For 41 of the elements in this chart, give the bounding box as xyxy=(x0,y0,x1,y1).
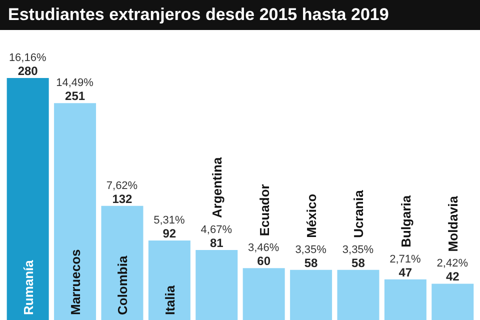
annotation: 5,31% xyxy=(154,214,186,226)
data-label: 58 xyxy=(352,256,366,270)
annotation: 3,35% xyxy=(342,244,374,256)
annotation: 3,35% xyxy=(295,244,327,256)
data-label: 280 xyxy=(18,64,38,78)
annotation: 16,16% xyxy=(8,52,46,64)
data-label: 42 xyxy=(446,270,460,284)
bar xyxy=(101,206,144,320)
bar xyxy=(196,250,238,320)
bar xyxy=(6,78,49,320)
bar xyxy=(290,270,332,320)
x-tick-label: Ecuador xyxy=(256,184,272,236)
annotation: 14,49% xyxy=(56,77,94,90)
annotation: 4,67% xyxy=(200,224,232,236)
bar xyxy=(384,279,426,320)
data-label: 81 xyxy=(210,236,224,250)
x-tick-label: Ucrania xyxy=(351,189,366,238)
data-label: 47 xyxy=(398,265,412,280)
x-tick-label: Marruecos xyxy=(68,249,84,315)
bar xyxy=(54,103,96,320)
data-label: 58 xyxy=(304,256,318,270)
x-tick-label: Argentina xyxy=(210,156,225,218)
bar xyxy=(148,240,190,320)
bar xyxy=(337,270,380,320)
bar xyxy=(432,284,474,320)
data-label: 60 xyxy=(257,254,271,268)
data-label: 92 xyxy=(162,226,176,240)
x-tick-label: Moldavia xyxy=(446,195,461,252)
data-label: 251 xyxy=(65,89,86,104)
x-tick-label: Colombia xyxy=(115,255,130,315)
x-tick-label: Rumanía xyxy=(20,259,36,315)
x-tick-label: Bulgaria xyxy=(398,194,414,248)
annotation: 3,46% xyxy=(248,242,280,254)
chart-title: Estudiantes extranjeros desde 2015 hasta 2019 xyxy=(0,0,480,30)
bar xyxy=(242,268,285,320)
x-tick-label: Italia xyxy=(162,284,178,315)
data-label: 132 xyxy=(112,192,133,206)
annotation: 2,42% xyxy=(436,258,468,270)
annotation: 7,62% xyxy=(106,180,138,192)
annotation: 2,71% xyxy=(390,253,422,266)
x-tick-label: México xyxy=(304,194,320,238)
